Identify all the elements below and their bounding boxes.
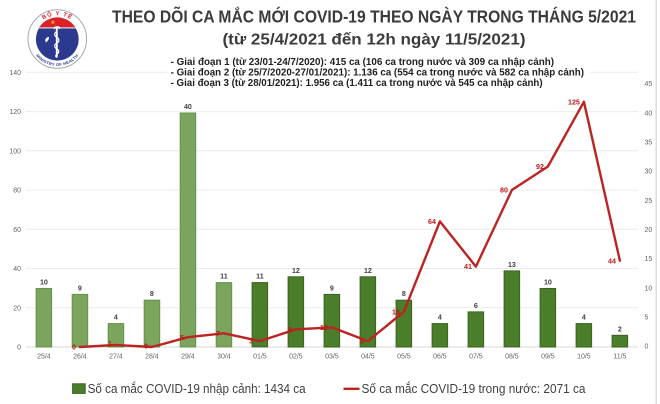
svg-text:- Giai đoạn 1 (từ 23/01-24/7/2: - Giai đoạn 1 (từ 23/01-24/7/2020): 415 … bbox=[171, 57, 554, 68]
svg-text:10: 10 bbox=[544, 279, 552, 287]
svg-text:27/4: 27/4 bbox=[109, 353, 123, 360]
svg-text:80: 80 bbox=[13, 188, 21, 195]
svg-text:28/4: 28/4 bbox=[145, 353, 159, 360]
svg-text:60: 60 bbox=[13, 227, 21, 234]
svg-text:15: 15 bbox=[645, 256, 653, 263]
svg-text:11: 11 bbox=[220, 273, 228, 281]
svg-text:6: 6 bbox=[474, 302, 478, 310]
svg-text:125: 125 bbox=[568, 98, 580, 106]
svg-text:45: 45 bbox=[645, 81, 653, 88]
svg-text:8: 8 bbox=[402, 290, 406, 298]
svg-text:Số ca mắc COVID-19 nhập cảnh:: Số ca mắc COVID-19 nhập cảnh: 1434 ca bbox=[88, 381, 306, 396]
svg-text:0: 0 bbox=[72, 344, 76, 352]
svg-text:9: 9 bbox=[78, 284, 82, 292]
svg-text:03/5: 03/5 bbox=[325, 353, 339, 360]
svg-text:30: 30 bbox=[645, 169, 653, 176]
svg-text:11: 11 bbox=[256, 273, 264, 281]
svg-text:26/4: 26/4 bbox=[73, 353, 87, 360]
svg-text:2: 2 bbox=[618, 325, 622, 333]
svg-text:10: 10 bbox=[40, 279, 48, 287]
svg-text:20: 20 bbox=[13, 305, 21, 312]
svg-text:0: 0 bbox=[17, 345, 21, 352]
svg-text:80: 80 bbox=[500, 187, 508, 195]
svg-text:5: 5 bbox=[645, 315, 649, 322]
svg-text:THEO DÕI CA MẮC MỚI COVID-19 T: THEO DÕI CA MẮC MỚI COVID-19 THEO NGÀY T… bbox=[112, 6, 636, 27]
svg-text:0: 0 bbox=[144, 343, 148, 351]
svg-text:92: 92 bbox=[536, 163, 544, 171]
svg-text:06/5: 06/5 bbox=[433, 353, 447, 360]
svg-text:4: 4 bbox=[114, 314, 118, 322]
svg-text:9: 9 bbox=[330, 284, 334, 292]
svg-text:10: 10 bbox=[320, 324, 328, 332]
svg-text:02/5: 02/5 bbox=[289, 353, 303, 360]
svg-text:- Giai đoạn 2 (từ 25/7/2020-27: - Giai đoạn 2 (từ 25/7/2020-27/01/2021):… bbox=[171, 68, 584, 79]
svg-text:04/5: 04/5 bbox=[361, 353, 375, 360]
svg-text:7: 7 bbox=[216, 330, 220, 338]
svg-text:8: 8 bbox=[150, 290, 154, 298]
svg-text:100: 100 bbox=[9, 148, 21, 155]
svg-text:11/5: 11/5 bbox=[613, 353, 626, 360]
svg-text:08/5: 08/5 bbox=[505, 353, 519, 360]
svg-text:12: 12 bbox=[292, 267, 300, 275]
svg-text:140: 140 bbox=[9, 70, 21, 77]
svg-text:- Giai đoạn 3 (từ 28/01/2021):: - Giai đoạn 3 (từ 28/01/2021): 1.956 ca … bbox=[171, 78, 543, 89]
svg-text:5: 5 bbox=[180, 334, 184, 342]
svg-text:40: 40 bbox=[645, 110, 653, 117]
svg-text:Số ca mắc COVID-19 trong nước:: Số ca mắc COVID-19 trong nước: 2071 ca bbox=[362, 381, 586, 396]
svg-text:120: 120 bbox=[9, 109, 21, 116]
svg-text:4: 4 bbox=[438, 314, 442, 322]
svg-text:10: 10 bbox=[645, 285, 653, 292]
svg-text:09/5: 09/5 bbox=[541, 353, 555, 360]
svg-text:20: 20 bbox=[645, 227, 653, 234]
svg-text:40: 40 bbox=[184, 103, 192, 111]
svg-text:25/4: 25/4 bbox=[37, 353, 51, 360]
svg-text:BỘ Y TẾ: BỘ Y TẾ bbox=[41, 10, 74, 22]
svg-text:01/5: 01/5 bbox=[253, 353, 267, 360]
svg-text:(từ 25/4/2021 đến 12h ngày 11/: (từ 25/4/2021 đến 12h ngày 11/5/2021) bbox=[223, 32, 526, 49]
svg-text:13: 13 bbox=[508, 261, 516, 269]
svg-text:0: 0 bbox=[645, 344, 649, 351]
svg-text:1: 1 bbox=[108, 340, 112, 348]
svg-text:05/5: 05/5 bbox=[397, 353, 411, 360]
svg-text:29/4: 29/4 bbox=[181, 353, 195, 360]
svg-text:4: 4 bbox=[582, 314, 586, 322]
svg-text:18: 18 bbox=[392, 308, 400, 316]
svg-text:44: 44 bbox=[608, 257, 616, 265]
svg-text:12: 12 bbox=[364, 267, 372, 275]
svg-text:10/5: 10/5 bbox=[577, 353, 591, 360]
svg-text:40: 40 bbox=[13, 266, 21, 273]
svg-text:35: 35 bbox=[645, 139, 653, 146]
svg-text:3: 3 bbox=[249, 338, 253, 346]
svg-text:25: 25 bbox=[645, 198, 653, 205]
svg-text:41: 41 bbox=[464, 263, 472, 271]
svg-text:64: 64 bbox=[428, 218, 436, 226]
svg-text:3: 3 bbox=[360, 338, 364, 346]
svg-text:07/5: 07/5 bbox=[469, 353, 483, 360]
svg-text:9: 9 bbox=[288, 326, 292, 334]
svg-text:30/4: 30/4 bbox=[217, 353, 231, 360]
